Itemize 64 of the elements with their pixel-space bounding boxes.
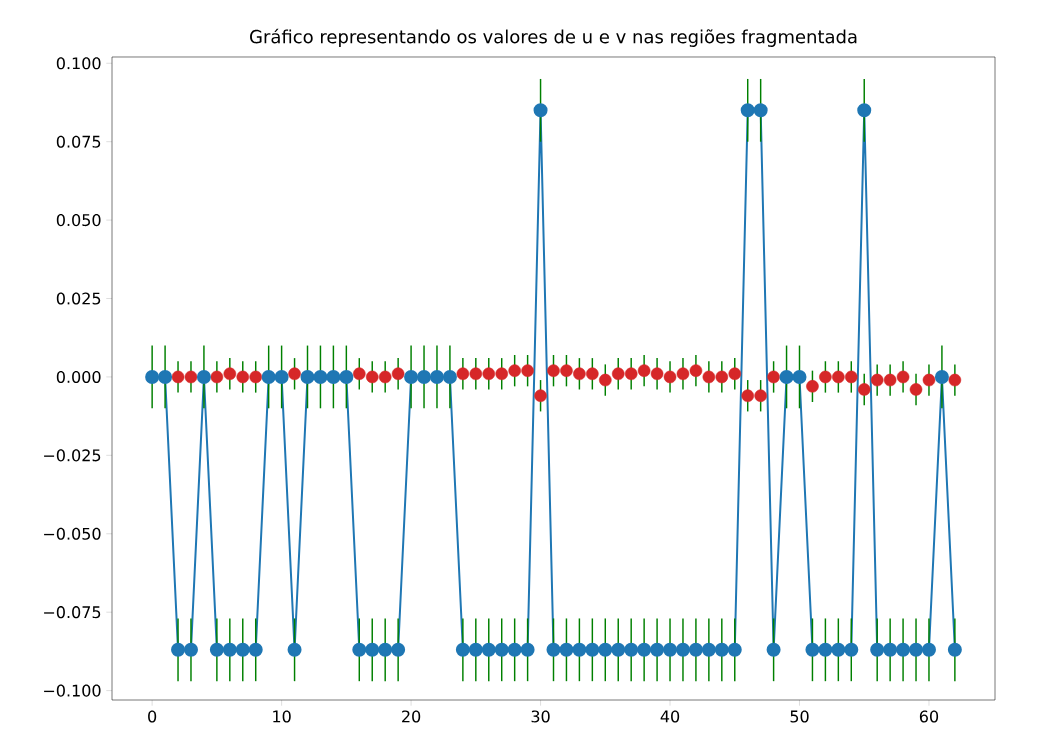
y-tick-label: 0.050 bbox=[56, 214, 101, 227]
point bbox=[495, 367, 508, 381]
point bbox=[922, 373, 936, 387]
point bbox=[650, 367, 664, 381]
point bbox=[883, 373, 897, 387]
point bbox=[391, 367, 405, 381]
x-tick-label: 60 bbox=[919, 710, 939, 723]
x-tick-label: 30 bbox=[531, 710, 550, 723]
point bbox=[236, 370, 250, 384]
x-tick-label: 0 bbox=[148, 710, 157, 723]
point bbox=[767, 370, 780, 384]
point bbox=[728, 367, 742, 381]
point bbox=[845, 370, 858, 384]
point bbox=[560, 364, 573, 377]
y-tick-label: −0.050 bbox=[44, 527, 101, 540]
point bbox=[909, 383, 923, 396]
point bbox=[249, 370, 262, 384]
point bbox=[365, 370, 379, 384]
point bbox=[715, 370, 729, 384]
y-tick-label: 0.000 bbox=[56, 370, 101, 383]
point bbox=[857, 383, 871, 396]
point bbox=[948, 373, 962, 387]
point bbox=[353, 367, 366, 381]
point bbox=[754, 389, 767, 403]
point bbox=[534, 389, 547, 403]
point bbox=[223, 367, 237, 381]
point bbox=[469, 367, 483, 381]
y-tick-label: −0.025 bbox=[44, 449, 101, 462]
point bbox=[184, 370, 198, 384]
point bbox=[599, 373, 612, 387]
point bbox=[288, 367, 301, 381]
y-tick-label: 0.025 bbox=[56, 292, 101, 305]
point bbox=[624, 367, 638, 381]
point bbox=[689, 364, 703, 377]
point bbox=[702, 370, 716, 384]
point bbox=[456, 367, 470, 381]
y-tick-label: −0.100 bbox=[44, 684, 101, 697]
point bbox=[896, 370, 910, 384]
point bbox=[521, 364, 534, 377]
x-tick-label: 10 bbox=[273, 710, 291, 723]
y-tick-label: 0.075 bbox=[56, 135, 101, 148]
point bbox=[210, 370, 224, 384]
x-tick-label: 20 bbox=[402, 710, 421, 723]
point bbox=[573, 367, 586, 381]
y-tick-label: 0.100 bbox=[56, 57, 101, 70]
point bbox=[637, 364, 651, 377]
point bbox=[508, 364, 521, 377]
y-tick-label: −0.075 bbox=[44, 606, 101, 619]
point bbox=[482, 367, 496, 381]
point bbox=[741, 389, 754, 403]
chart-title: Gráfico representando os valores de u e v nas regiões fragmentada bbox=[250, 28, 857, 47]
point bbox=[806, 380, 819, 393]
point bbox=[547, 364, 560, 377]
point bbox=[378, 370, 392, 384]
point bbox=[611, 367, 625, 381]
point bbox=[870, 373, 884, 387]
point bbox=[676, 367, 690, 381]
x-tick-label: 50 bbox=[790, 710, 809, 723]
x-tick-label: 40 bbox=[660, 710, 680, 723]
point bbox=[586, 367, 599, 381]
point bbox=[819, 370, 832, 384]
point bbox=[832, 370, 845, 384]
point bbox=[663, 370, 677, 384]
point bbox=[171, 370, 185, 384]
